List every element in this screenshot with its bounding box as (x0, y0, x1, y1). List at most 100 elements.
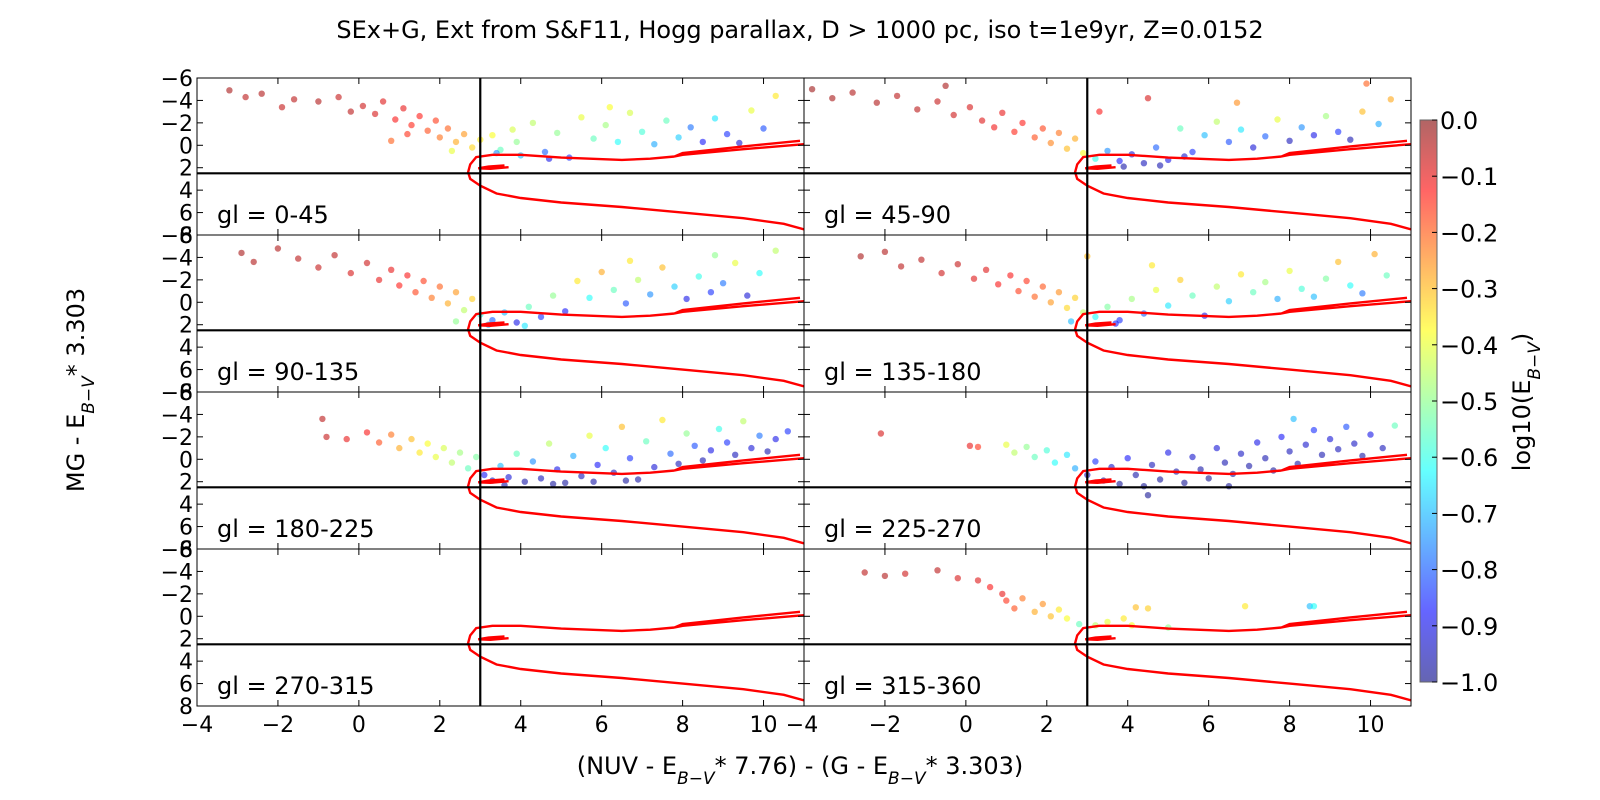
data-point (1363, 80, 1370, 87)
data-point (1335, 128, 1342, 135)
data-point (549, 292, 557, 299)
data-point (1274, 116, 1281, 123)
data-point (1213, 283, 1221, 290)
panel-8: −2 0 2 4 6 8 10 −4gl = 315-360 (786, 548, 1412, 738)
data-point (323, 433, 330, 441)
data-point (521, 322, 528, 329)
data-point (711, 115, 719, 122)
data-point (460, 130, 468, 138)
data-point (278, 104, 286, 111)
data-point (1318, 451, 1326, 458)
data-point (1023, 277, 1030, 285)
data-point (748, 107, 755, 114)
data-point (1092, 458, 1099, 465)
data-point (638, 128, 646, 135)
colorbar-tick-label: −0.7 (1440, 500, 1498, 528)
data-point (1197, 466, 1204, 473)
data-point (1003, 441, 1010, 448)
data-point (999, 590, 1006, 598)
data-point (634, 476, 642, 483)
data-point (1023, 443, 1030, 451)
y-tick-label: 0 (179, 291, 193, 316)
data-point (1201, 132, 1208, 139)
data-point (1387, 96, 1395, 103)
data-point (347, 108, 354, 115)
data-point (1096, 108, 1103, 115)
y-tick-label: 0 (179, 134, 193, 159)
colorbar-ticks: 0.0 −0.1 −0.2 −0.3 −0.4 −0.5 −0.6 −0.7 −0.8 −0.9 −… (1432, 107, 1498, 697)
y-tick-label: −4 (161, 89, 193, 114)
panel-label: gl = 270-315 (217, 672, 375, 700)
data-point (1379, 444, 1386, 452)
data-point (760, 125, 767, 132)
data-point (683, 295, 690, 303)
y-tick-label: 4 (179, 493, 193, 518)
data-point (861, 569, 868, 576)
data-point (404, 272, 411, 279)
y-tick-label: 0 (179, 448, 193, 473)
data-point (509, 126, 516, 133)
data-point (464, 465, 472, 472)
panel-6: gl = 225-270 (803, 391, 1412, 550)
panel-label: gl = 315-360 (824, 672, 982, 700)
data-point (424, 440, 431, 447)
data-point (424, 127, 431, 134)
data-point (274, 245, 282, 252)
data-point (1322, 275, 1330, 282)
data-point (1322, 112, 1330, 120)
data-point (1298, 124, 1305, 131)
data-point (598, 268, 605, 276)
data-point (995, 281, 1002, 288)
data-point (242, 93, 249, 101)
panel-plot-area (197, 549, 804, 706)
data-point (978, 117, 986, 124)
data-point (1156, 476, 1164, 483)
panel-4: gl = 135-180 (803, 234, 1412, 393)
data-point (1262, 278, 1269, 286)
data-point (618, 423, 626, 430)
data-point (388, 266, 395, 273)
data-point (590, 478, 597, 485)
panel-plot-area (804, 549, 1411, 706)
data-point (1067, 318, 1075, 325)
data-point (707, 447, 715, 454)
data-point (469, 144, 476, 151)
data-point (505, 474, 512, 481)
colorbar-tick-label: −0.6 (1440, 444, 1498, 472)
data-point (513, 138, 520, 146)
data-point (1286, 448, 1293, 455)
data-point (1181, 479, 1188, 486)
colorbar-tick-label: −0.9 (1440, 613, 1498, 641)
data-point (574, 277, 581, 285)
data-point (1140, 483, 1148, 490)
data-point (1051, 459, 1059, 466)
data-point (897, 263, 905, 270)
data-point (1071, 294, 1079, 301)
data-point (602, 121, 609, 129)
chart-title: SEx+G, Ext from S&F11, Hogg parallax, D … (336, 16, 1263, 44)
x-tick-label: 6 (595, 713, 609, 738)
x-tick-label: −2 (869, 713, 901, 738)
data-point (1071, 135, 1079, 142)
data-point (469, 295, 476, 303)
data-point (513, 319, 520, 326)
data-point (1213, 444, 1221, 452)
y-tick-label: 4 (179, 650, 193, 675)
data-point (1063, 145, 1071, 152)
data-point (902, 570, 909, 577)
colorbar: 0.0 −0.1 −0.2 −0.3 −0.4 −0.5 −0.6 −0.7 −0.8 −0.9 −… (1419, 107, 1545, 697)
data-point (1278, 433, 1285, 441)
data-point (1011, 605, 1018, 612)
data-point (1120, 615, 1127, 622)
x-axis-label: (NUV - EB−V* 7.76) - (G - EB−V* 3.303) (577, 752, 1024, 789)
data-point (986, 583, 994, 591)
data-point (1237, 450, 1245, 457)
data-point (412, 289, 419, 296)
data-point (873, 99, 880, 106)
data-point (1144, 605, 1152, 612)
data-point (473, 453, 480, 461)
data-point (1092, 313, 1099, 321)
y-tick-label: 4 (179, 179, 193, 204)
